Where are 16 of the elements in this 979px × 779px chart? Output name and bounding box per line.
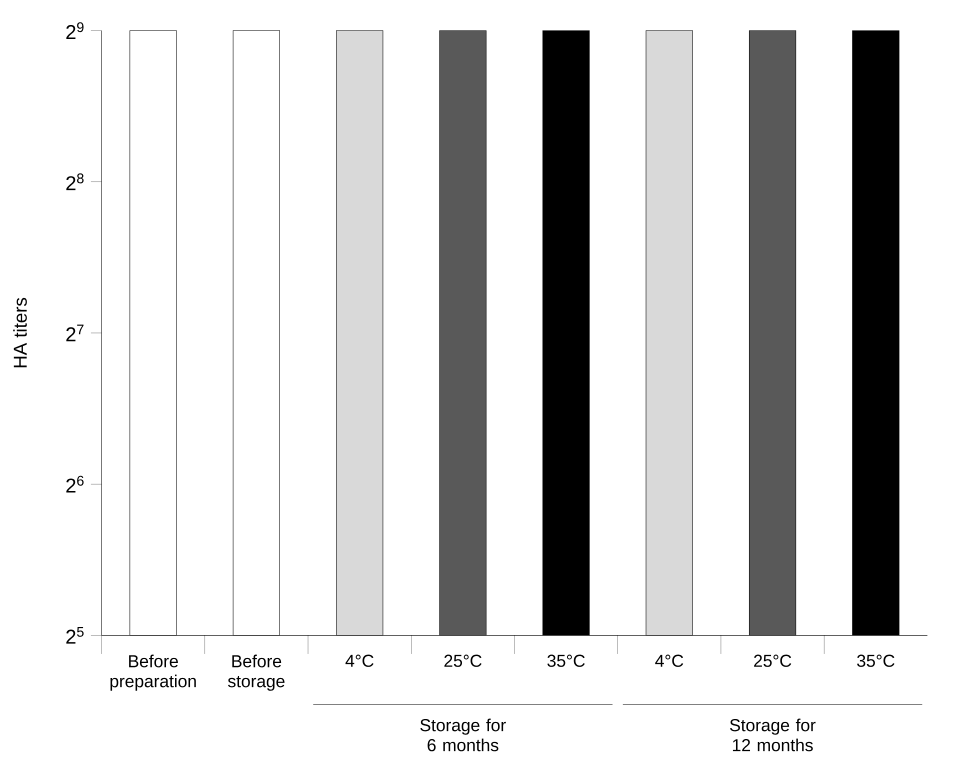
- text: Storage for 6 months: [420, 718, 506, 752]
- y-tick-label: 2$^{7}$: [66, 324, 84, 342]
- y-tick-label: 2$^{9}$: [66, 22, 84, 39]
- y-tick-label: 2$^{6}$: [66, 476, 84, 492]
- x-tick-label: Before storage: [228, 654, 285, 691]
- y-tick-label: 2$^{5}$: [66, 626, 84, 644]
- x-tick-label: 25°C: [444, 654, 482, 667]
- x-tick-label: 25°C: [754, 654, 792, 667]
- y-axis-title: HA titers: [13, 298, 27, 368]
- text: Storage for 12 months: [730, 718, 816, 752]
- x-tick-label: 35°C: [857, 654, 894, 667]
- x-tick-label: Before preparation: [110, 654, 196, 691]
- x-tick-label: 4°C: [655, 654, 684, 667]
- x-tick-label: 35°C: [547, 654, 585, 667]
- y-tick-label: 2$^{8}$: [66, 173, 84, 190]
- x-tick-label: 4°C: [346, 654, 374, 667]
